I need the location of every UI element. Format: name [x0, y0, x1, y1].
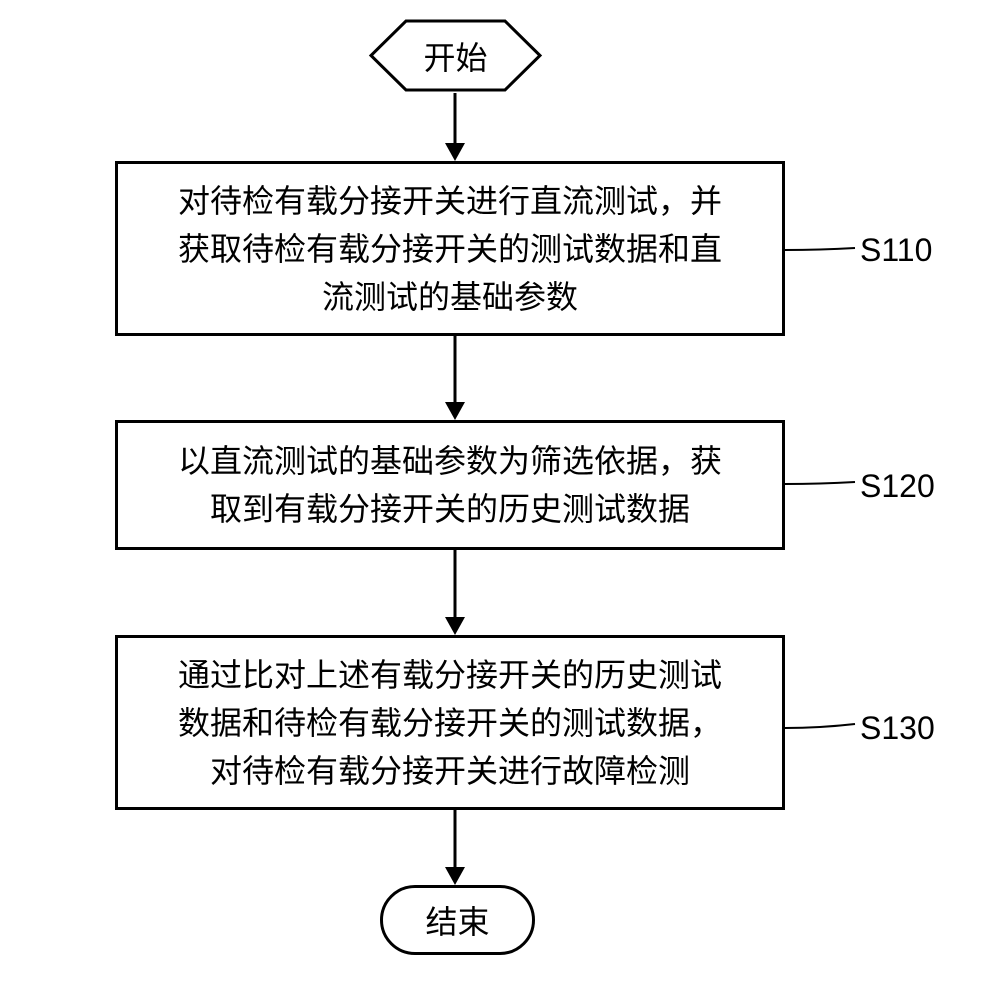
arrow-step1-step2 — [440, 336, 470, 420]
arrow-step2-step3 — [440, 550, 470, 635]
step2-text: 以直流测试的基础参数为筛选依据，获 取到有载分接开关的历史测试数据 — [178, 437, 722, 533]
step3-label: S130 — [860, 710, 935, 747]
flowchart-container: 开始 对待检有载分接开关进行直流测试，并 获取待检有载分接开关的测试数据和直 流… — [0, 0, 988, 1000]
leader-step2 — [785, 466, 860, 496]
leader-step1 — [785, 230, 860, 260]
step1-label: S110 — [860, 232, 932, 269]
step2-box: 以直流测试的基础参数为筛选依据，获 取到有载分接开关的历史测试数据 — [115, 420, 785, 550]
start-label: 开始 — [368, 33, 543, 79]
leader-step3 — [785, 708, 860, 738]
step1-box: 对待检有载分接开关进行直流测试，并 获取待检有载分接开关的测试数据和直 流测试的… — [115, 161, 785, 336]
arrow-start-step1 — [440, 93, 470, 161]
step3-box: 通过比对上述有载分接开关的历史测试 数据和待检有载分接开关的测试数据， 对待检有… — [115, 635, 785, 810]
arrow-step3-end — [440, 810, 470, 885]
step3-text: 通过比对上述有载分接开关的历史测试 数据和待检有载分接开关的测试数据， 对待检有… — [178, 651, 722, 795]
start-node: 开始 — [368, 18, 543, 93]
step2-label: S120 — [860, 468, 935, 505]
end-node: 结束 — [380, 885, 535, 955]
step1-text: 对待检有载分接开关进行直流测试，并 获取待检有载分接开关的测试数据和直 流测试的… — [178, 177, 722, 321]
end-label: 结束 — [425, 897, 489, 943]
